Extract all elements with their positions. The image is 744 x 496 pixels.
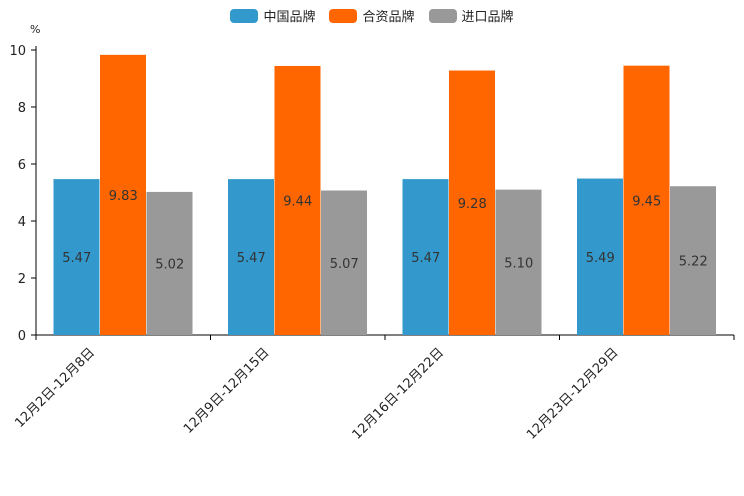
bar-value-label: 9.83 [109, 189, 138, 204]
bar-value-label: 5.47 [411, 251, 440, 266]
bar-value-label: 5.02 [155, 257, 184, 272]
bar[interactable] [495, 189, 542, 335]
y-tick-label: 4 [18, 215, 26, 230]
y-axis-unit: % [30, 23, 40, 36]
legend-swatch-china [230, 8, 259, 23]
legend-label-joint-venture: 合资品牌 [362, 10, 415, 25]
bar[interactable] [670, 186, 716, 335]
bar[interactable] [623, 65, 670, 336]
bar[interactable] [577, 178, 623, 335]
bar-value-label: 9.28 [458, 197, 487, 212]
x-category-label: 12月23日-12月29日 [524, 345, 621, 442]
legend-swatch-imported [428, 8, 457, 23]
legend-item-joint-venture-brand[interactable]: 合资品牌 [329, 6, 415, 25]
y-tick-label: 2 [18, 272, 26, 287]
bar-value-label: 9.45 [632, 194, 661, 209]
legend-swatch-joint-venture [329, 8, 358, 23]
bar-value-label: 9.44 [283, 194, 312, 209]
bar[interactable] [402, 179, 449, 335]
x-category-label: 12月2日-12月8日 [12, 345, 98, 431]
y-tick-label: 10 [9, 44, 26, 59]
y-tick-label: 6 [18, 158, 26, 173]
bar-value-label: 5.49 [586, 251, 615, 266]
y-tick-label: 0 [18, 329, 26, 344]
bar[interactable] [100, 54, 146, 335]
legend-label-imported: 进口品牌 [461, 10, 514, 25]
x-category-label: 12月16日-12月22日 [350, 345, 447, 442]
bar[interactable] [449, 70, 495, 336]
bar[interactable] [53, 179, 100, 335]
bar-value-label: 5.47 [62, 251, 91, 266]
bar-value-label: 5.10 [504, 256, 533, 271]
bar[interactable] [146, 191, 193, 335]
bar[interactable] [321, 190, 367, 335]
bar-value-label: 5.22 [679, 255, 708, 270]
legend-item-imported-brand[interactable]: 进口品牌 [428, 6, 514, 25]
bar[interactable] [228, 179, 274, 335]
bar-value-label: 5.07 [330, 257, 359, 272]
bar-value-label: 5.47 [237, 251, 266, 266]
legend-label-china: 中国品牌 [263, 10, 316, 25]
x-category-label: 12月9日-12月15日 [181, 345, 273, 437]
bar[interactable] [274, 65, 321, 336]
legend: 中国品牌 合资品牌 进口品牌 [0, 6, 744, 25]
y-tick-label: 8 [18, 101, 26, 116]
legend-item-china-brand[interactable]: 中国品牌 [230, 6, 315, 25]
